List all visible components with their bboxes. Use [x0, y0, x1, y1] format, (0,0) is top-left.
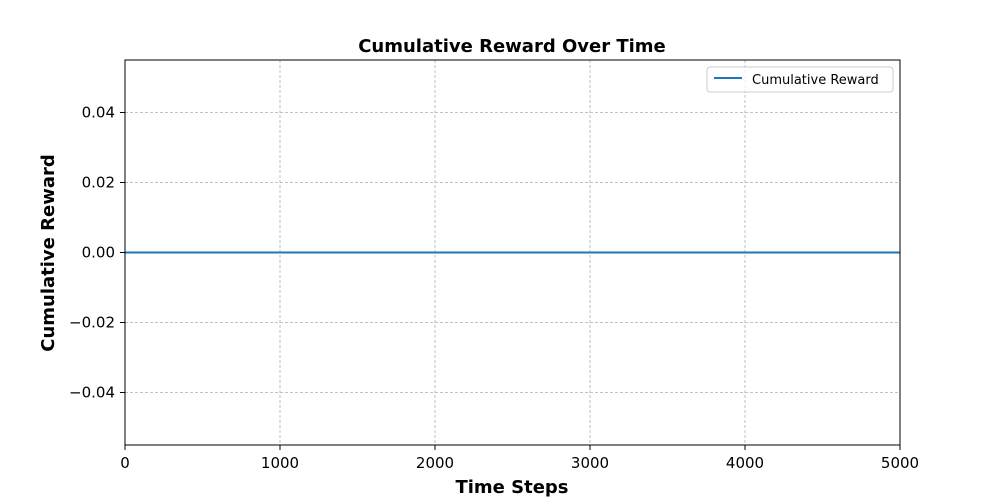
axis-ticks: 0 1000 2000 3000 4000 5000 −0.04 −0.02 0.00 0.02 0… — [69, 104, 919, 473]
legend-box — [706, 66, 894, 93]
y-tick-label: 0.00 — [82, 244, 115, 262]
x-tick-label: 2000 — [416, 454, 454, 472]
x-tick-label: 5000 — [881, 454, 919, 472]
x-axis-label: Time Steps — [455, 477, 568, 498]
y-tick-label: −0.02 — [69, 314, 115, 332]
chart-title: Cumulative Reward Over Time — [358, 36, 666, 57]
x-tick-label: 0 — [120, 454, 130, 472]
x-tick-label: 3000 — [571, 454, 609, 472]
y-tick-label: 0.02 — [82, 174, 115, 192]
y-axis-label: Cumulative Reward — [38, 154, 59, 352]
legend: Cumulative Reward — [706, 66, 894, 93]
legend-label: Cumulative Reward — [752, 73, 879, 88]
x-tick-label: 4000 — [726, 454, 764, 472]
x-tick-label: 1000 — [261, 454, 299, 472]
y-tick-label: 0.04 — [82, 104, 115, 122]
y-tick-label: −0.04 — [69, 384, 115, 402]
